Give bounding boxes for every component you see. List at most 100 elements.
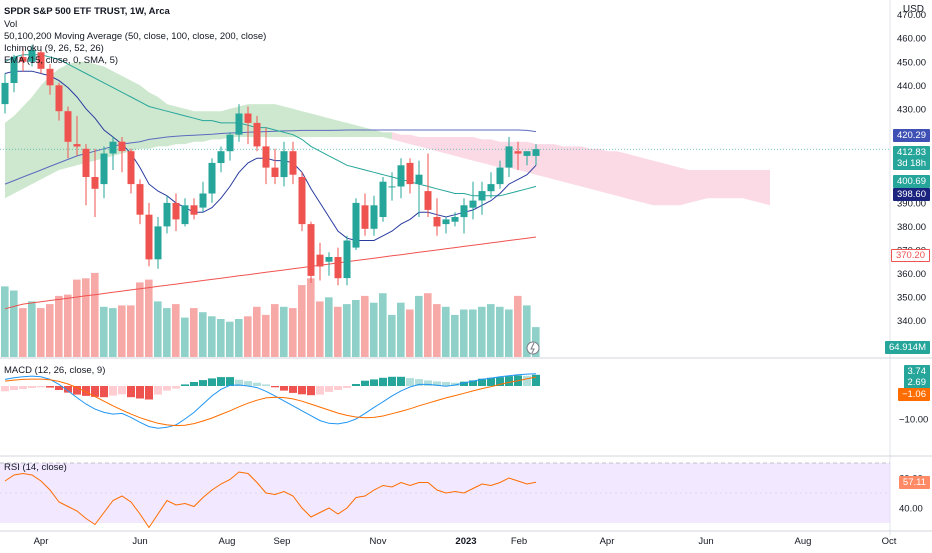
macd-histogram-bar — [145, 386, 153, 400]
candle-body — [532, 149, 540, 156]
candle-body — [127, 151, 135, 185]
candle-body — [352, 202, 360, 248]
candle-body — [172, 202, 180, 220]
volume-bar — [496, 306, 504, 357]
macd-histogram-bar — [469, 380, 477, 386]
macd-histogram-bar — [127, 386, 135, 398]
volume-bar — [46, 304, 54, 357]
badge-ma50: 398.60 — [892, 188, 930, 201]
time-tick-label: Oct — [882, 536, 897, 547]
volume-bar — [280, 306, 288, 357]
badge-ma100: 370.20 — [890, 249, 930, 262]
candle-body — [73, 144, 81, 147]
volume-bar — [361, 295, 369, 357]
macd-histogram-bar — [451, 382, 459, 386]
price-tick-label: 360.00 — [897, 269, 926, 280]
time-tick-label: 2023 — [455, 536, 476, 547]
candle-body — [262, 146, 270, 168]
macd-histogram-bar — [424, 380, 432, 386]
macd-histogram-bar — [253, 382, 261, 386]
candle-body — [1, 82, 9, 105]
macd-histogram-bar — [28, 386, 36, 388]
ema-slow-line — [4, 54, 537, 197]
price-tick-label: 350.00 — [897, 293, 926, 304]
volume-bar — [217, 319, 225, 357]
volume-bar — [91, 272, 99, 357]
macd-histogram-bar — [379, 377, 387, 387]
time-tick-label: Sep — [274, 536, 291, 547]
candle-body — [91, 177, 99, 189]
legend-rsi[interactable]: RSI (14, close) — [4, 462, 67, 473]
legend-macd[interactable]: MACD (12, 26, close, 9) — [4, 365, 106, 376]
legend-ichimoku[interactable]: Ichimoku (9, 26, 52, 26) — [4, 43, 104, 54]
candle-body — [334, 257, 342, 279]
volume-bar — [397, 302, 405, 357]
volume-bar — [64, 294, 72, 357]
volume-bar — [460, 309, 468, 357]
candle-body — [406, 162, 414, 185]
macd-histogram-bar — [262, 384, 270, 386]
candle-body — [361, 205, 369, 229]
macd-histogram-bar — [226, 377, 234, 386]
macd-histogram-bar — [352, 384, 360, 386]
candle-body — [235, 113, 243, 135]
candle-body — [154, 226, 162, 260]
ema-fast-line — [4, 70, 537, 241]
volume-bar — [19, 308, 27, 357]
volume-bar — [172, 304, 180, 357]
volume-bar — [10, 290, 18, 357]
badge-ema: 400.69 — [892, 175, 930, 188]
legend-moving-average[interactable]: 50,100,200 Moving Average (50, close, 10… — [4, 31, 267, 42]
macd-histogram-bar — [406, 378, 414, 386]
badge-countdown: 3d 18h — [892, 157, 930, 170]
volume-bar — [253, 306, 261, 357]
macd-histogram-bar — [199, 380, 207, 386]
candle-body — [46, 68, 54, 86]
candle-body — [118, 141, 126, 152]
volume-bar — [28, 301, 36, 357]
candle-body — [478, 191, 486, 201]
candle-body — [271, 167, 279, 177]
volume-bar — [352, 300, 360, 357]
volume-bar — [262, 314, 270, 357]
price-tick-label: 340.00 — [897, 316, 926, 327]
time-tick-label: Jun — [132, 536, 147, 547]
ma50-line — [4, 129, 537, 185]
macd-histogram-bar — [64, 386, 72, 393]
time-tick-label: Feb — [511, 536, 527, 547]
candle-body — [415, 174, 423, 185]
volume-bar — [325, 297, 333, 357]
volume-bar — [451, 314, 459, 357]
price-tick-label: 430.00 — [897, 104, 926, 115]
volume-bar — [226, 321, 234, 357]
bolt-icon — [526, 341, 540, 355]
price-tick-label: 450.00 — [897, 57, 926, 68]
price-tick-label: 390.00 — [897, 198, 926, 209]
macd-line — [4, 373, 537, 429]
volume-bar — [424, 293, 432, 357]
macd-histogram-bar — [1, 386, 9, 392]
candle-body — [424, 191, 432, 210]
macd-histogram-bar — [244, 381, 252, 386]
time-tick-label: Aug — [795, 536, 812, 547]
candle-body — [181, 205, 189, 225]
volume-bar — [127, 305, 135, 357]
candle-body — [163, 202, 171, 227]
candle-body — [460, 205, 468, 218]
candle-body — [136, 184, 144, 215]
legend-ema[interactable]: EMA (15, close, 0, SMA, 5) — [4, 55, 119, 66]
volume-bar — [190, 308, 198, 357]
macd-histogram-bar — [19, 386, 27, 389]
candle-body — [370, 205, 378, 229]
volume-bar — [145, 279, 153, 357]
price-tick-label: 380.00 — [897, 222, 926, 233]
candle-body — [55, 85, 63, 112]
macd-histogram-bar — [55, 386, 63, 390]
macd-histogram-bar — [433, 381, 441, 386]
legend-volume[interactable]: Vol — [4, 19, 18, 30]
macd-histogram-bar — [316, 386, 324, 395]
macd-histogram-bar — [460, 381, 468, 386]
candle-body — [10, 57, 18, 83]
